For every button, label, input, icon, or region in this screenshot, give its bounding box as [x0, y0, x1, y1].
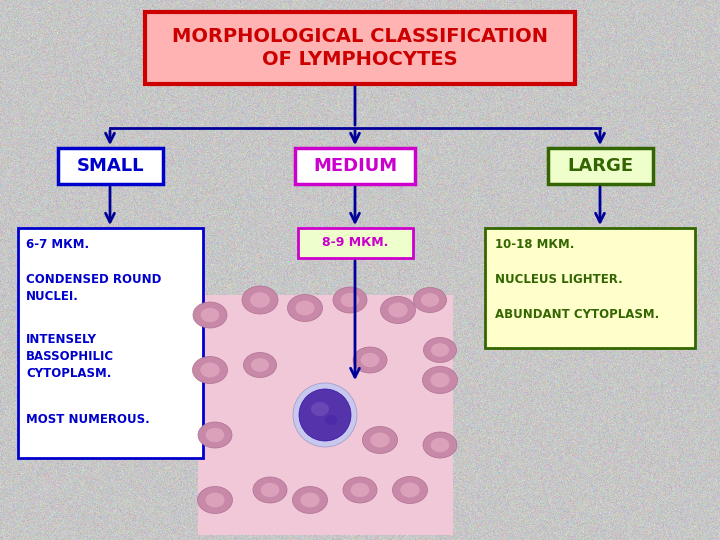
Text: 8-9 МКМ.: 8-9 МКМ. — [323, 237, 389, 249]
Ellipse shape — [311, 402, 329, 416]
Ellipse shape — [423, 432, 457, 458]
Ellipse shape — [200, 362, 220, 377]
Text: NUCLEUS LIGHTER.: NUCLEUS LIGHTER. — [495, 273, 623, 286]
Ellipse shape — [250, 292, 270, 308]
Ellipse shape — [333, 287, 367, 313]
Ellipse shape — [380, 296, 415, 323]
Ellipse shape — [361, 353, 379, 367]
Circle shape — [299, 389, 351, 441]
Ellipse shape — [370, 433, 390, 448]
Text: MEDIUM: MEDIUM — [313, 157, 397, 175]
Ellipse shape — [197, 487, 233, 514]
Text: 10-18 МКМ.: 10-18 МКМ. — [495, 238, 575, 251]
Ellipse shape — [261, 483, 279, 497]
Ellipse shape — [431, 373, 449, 387]
Ellipse shape — [351, 483, 369, 497]
Ellipse shape — [388, 302, 408, 318]
FancyBboxPatch shape — [295, 148, 415, 184]
FancyBboxPatch shape — [18, 228, 203, 458]
Ellipse shape — [201, 308, 220, 322]
Ellipse shape — [243, 353, 276, 377]
FancyBboxPatch shape — [58, 148, 163, 184]
Ellipse shape — [353, 347, 387, 373]
Ellipse shape — [400, 483, 420, 497]
Ellipse shape — [392, 476, 428, 503]
Ellipse shape — [198, 422, 232, 448]
Text: CONDENSED ROUND
NUCLEI.: CONDENSED ROUND NUCLEI. — [26, 273, 161, 303]
Text: ABUNDANT CYTOPLASM.: ABUNDANT CYTOPLASM. — [495, 308, 660, 321]
Text: MORPHOLOGICAL CLASSIFICATION
OF LYMPHOCYTES: MORPHOLOGICAL CLASSIFICATION OF LYMPHOCY… — [172, 27, 548, 69]
Ellipse shape — [295, 301, 315, 315]
Ellipse shape — [192, 356, 228, 383]
Text: INTENSELY
BASSOPHILIC
CYTOPLASM.: INTENSELY BASSOPHILIC CYTOPLASM. — [26, 333, 114, 380]
Ellipse shape — [421, 293, 439, 307]
Ellipse shape — [300, 492, 320, 508]
Ellipse shape — [325, 415, 337, 425]
Ellipse shape — [431, 438, 449, 452]
Ellipse shape — [362, 427, 397, 454]
Text: 6-7 МКМ.: 6-7 МКМ. — [26, 238, 89, 251]
Ellipse shape — [413, 287, 446, 313]
FancyBboxPatch shape — [485, 228, 695, 348]
Ellipse shape — [423, 367, 457, 394]
Text: MOST NUMEROUS.: MOST NUMEROUS. — [26, 413, 150, 426]
Text: LARGE: LARGE — [567, 157, 633, 175]
Ellipse shape — [253, 477, 287, 503]
Ellipse shape — [341, 293, 359, 307]
Ellipse shape — [431, 343, 449, 357]
Text: SMALL: SMALL — [76, 157, 144, 175]
Circle shape — [293, 383, 357, 447]
FancyBboxPatch shape — [298, 228, 413, 258]
Ellipse shape — [242, 286, 278, 314]
Ellipse shape — [287, 294, 323, 321]
FancyBboxPatch shape — [145, 12, 575, 84]
Ellipse shape — [423, 338, 456, 362]
FancyBboxPatch shape — [198, 295, 453, 535]
Ellipse shape — [205, 492, 225, 508]
Ellipse shape — [193, 302, 227, 328]
Ellipse shape — [343, 477, 377, 503]
FancyBboxPatch shape — [547, 148, 652, 184]
Ellipse shape — [206, 428, 225, 442]
Ellipse shape — [292, 487, 328, 514]
Ellipse shape — [251, 358, 269, 372]
